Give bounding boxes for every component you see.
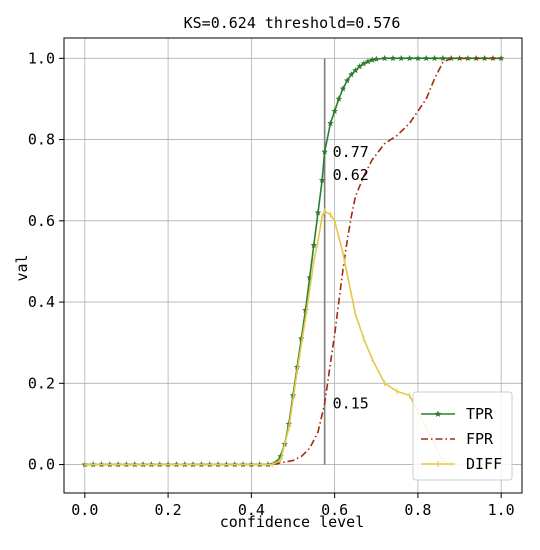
x-tick-label: 1.0 [488, 501, 515, 519]
y-tick-label: 0.4 [28, 293, 55, 311]
legend-label: TPR [466, 405, 494, 423]
series-tpr-point [343, 77, 351, 84]
series-tpr-point [298, 335, 305, 342]
series-tpr-point [310, 241, 318, 248]
series-tpr-point [398, 54, 405, 62]
y-tick-label: 0.2 [28, 374, 55, 392]
y-axis-label: val [13, 254, 31, 281]
series-tpr-point [373, 55, 380, 62]
y-tick-label: 0.0 [28, 456, 55, 474]
series-tpr-point [431, 54, 438, 62]
series-tpr-point [352, 67, 359, 74]
chart-title: KS=0.624 threshold=0.576 [184, 14, 401, 32]
series-tpr-point [423, 54, 430, 62]
series-tpr-point [389, 54, 397, 62]
series-tpr-point [381, 54, 388, 62]
series-tpr-point [439, 54, 447, 62]
legend-label: FPR [466, 430, 494, 448]
series-tpr-point [314, 209, 322, 216]
x-axis-label: confidence level [220, 513, 365, 531]
series-tpr-point [335, 95, 343, 102]
y-tick-label: 1.0 [28, 49, 55, 67]
series-tpr-point [414, 54, 422, 62]
annotation-label: 0.15 [333, 395, 369, 413]
legend-item-diff: DIFF [421, 455, 502, 473]
series-fpr [84, 57, 502, 466]
series-tpr-point [348, 71, 355, 78]
series-tpr-point [331, 107, 338, 114]
plot-area [63, 37, 523, 494]
series-layer [81, 54, 505, 468]
legend-item-fpr: FPR [421, 430, 494, 448]
series-tpr-point [464, 54, 472, 62]
series-tpr-point [277, 453, 284, 460]
series-fpr-line [84, 57, 502, 466]
x-tick-label: 0.8 [404, 501, 431, 519]
series-tpr-point [327, 119, 334, 127]
series-tpr-point [456, 54, 463, 62]
y-tick-label: 0.6 [28, 212, 55, 230]
series-tpr-point [339, 85, 347, 92]
x-tick-label: 0.6 [321, 501, 348, 519]
series-tpr-point [368, 56, 376, 63]
legend: TPR FPR DIFF [412, 391, 513, 481]
y-tick-label: 0.8 [28, 131, 55, 149]
series-tpr-point [497, 54, 505, 62]
annotation-label: 0.77 [333, 143, 369, 161]
series-tpr-point [318, 176, 326, 183]
legend-label: DIFF [466, 455, 502, 473]
series-tpr-point [360, 60, 368, 67]
series-tpr-point [356, 63, 363, 70]
series-tpr-point [364, 58, 372, 65]
legend-item-tpr: TPR [421, 405, 494, 423]
x-tick-label: 0.2 [155, 501, 182, 519]
series-tpr-point [406, 54, 413, 62]
x-tick-label: 0.4 [238, 501, 265, 519]
annotation-label: 0.62 [333, 166, 369, 184]
x-tick-label: 0.0 [71, 501, 98, 519]
y-axis: 0.0 0.2 0.4 0.6 0.8 1.0 [28, 49, 64, 474]
grid [64, 38, 522, 493]
x-axis: 0.0 0.2 0.4 0.6 0.8 1.0 [71, 493, 515, 519]
legend-marker [434, 410, 442, 417]
annotations: 0.77 0.62 0.15 [333, 143, 369, 413]
series-tpr-point [321, 148, 328, 155]
